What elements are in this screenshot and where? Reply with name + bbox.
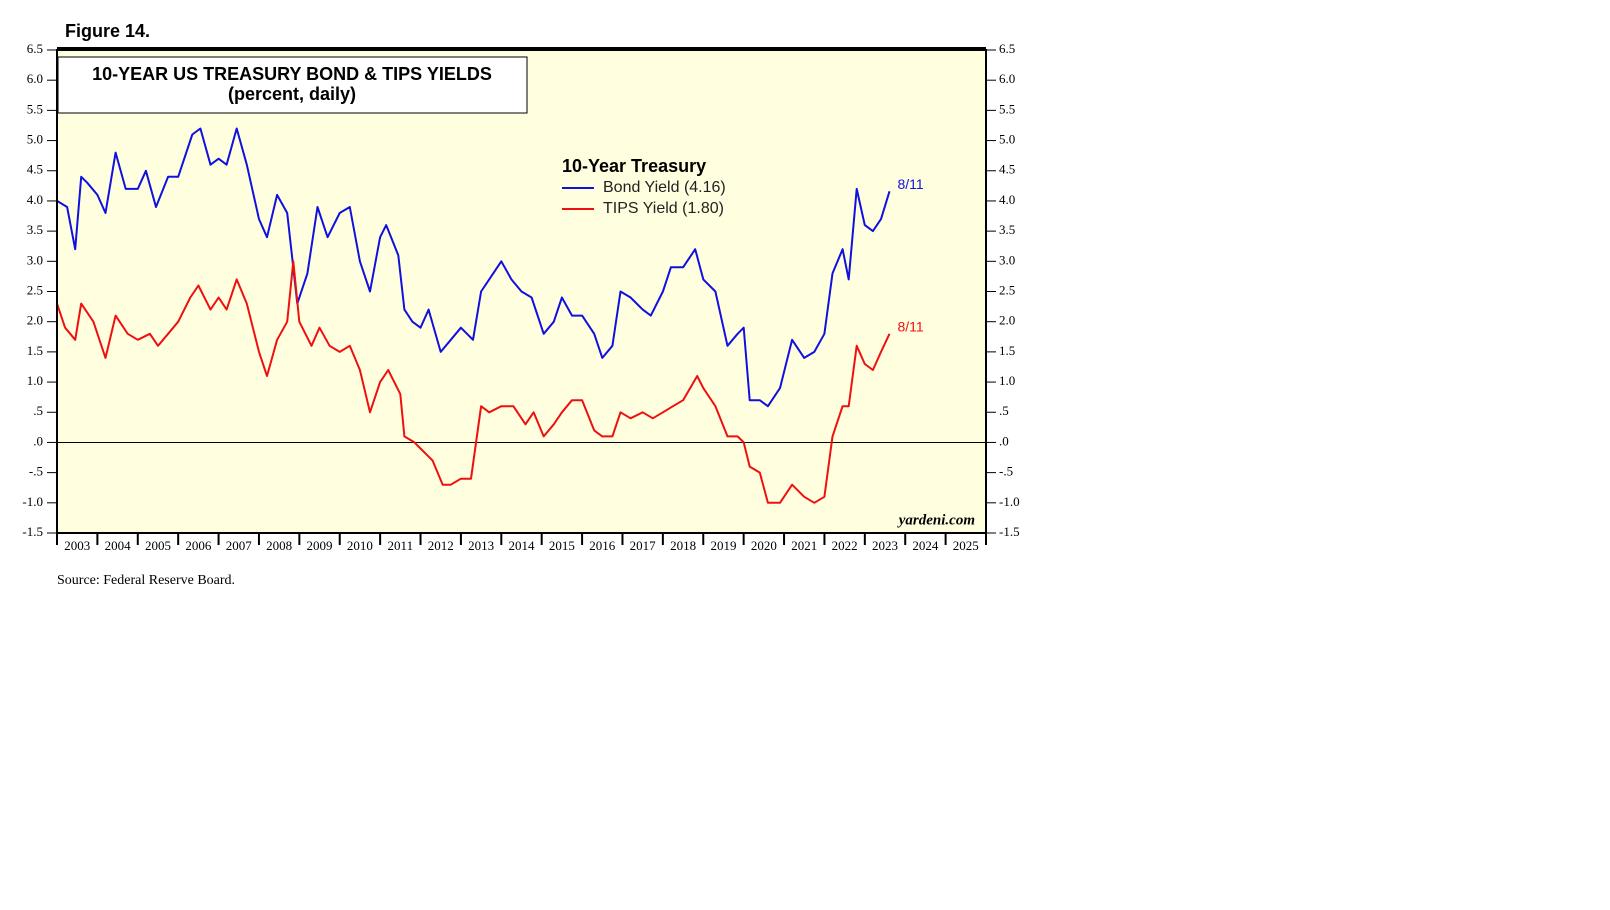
x-tick-label: 2020	[751, 538, 777, 553]
y2-tick-label: 6.5	[999, 41, 1015, 56]
legend-label: TIPS Yield (1.80)	[603, 200, 724, 217]
x-tick-label: 2008	[266, 538, 292, 553]
y-tick-label: 2.0	[27, 313, 43, 328]
x-tick-label: 2011	[388, 538, 414, 553]
x-tick-label: 2025	[953, 538, 979, 553]
source: Source: Federal Reserve Board.	[57, 573, 235, 588]
legend-title: 10-Year Treasury	[562, 156, 706, 176]
y-tick-label: 1.0	[27, 373, 43, 388]
end-label: 8/11	[897, 176, 923, 192]
y2-tick-label: 2.5	[999, 282, 1015, 297]
y2-tick-label: 5.5	[999, 101, 1015, 116]
y2-tick-label: 2.0	[999, 313, 1015, 328]
y2-tick-label: 3.5	[999, 222, 1015, 237]
x-tick-label: 2018	[670, 538, 696, 553]
y-tick-label: 3.0	[27, 252, 43, 267]
x-tick-label: 2022	[832, 538, 858, 553]
y2-tick-label: -.5	[999, 464, 1013, 479]
x-tick-label: 2005	[145, 538, 171, 553]
x-tick-label: 2024	[912, 538, 939, 553]
watermark: yardeni.com	[897, 512, 975, 528]
y-tick-label: 4.0	[27, 192, 43, 207]
y2-tick-label: 4.0	[999, 192, 1015, 207]
chart-subtitle: (percent, daily)	[228, 84, 356, 104]
y2-tick-label: -1.5	[999, 524, 1020, 539]
y-tick-label: 1.5	[27, 343, 43, 358]
x-tick-label: 2023	[872, 538, 898, 553]
y-tick-label: 6.0	[27, 71, 43, 86]
y2-tick-label: 1.0	[999, 373, 1015, 388]
y-tick-label: -1.5	[22, 524, 43, 539]
x-tick-label: 2009	[307, 538, 333, 553]
chart-title: 10-YEAR US TREASURY BOND & TIPS YIELDS	[92, 64, 492, 84]
x-tick-label: 2012	[428, 538, 454, 553]
y-tick-label: 2.5	[27, 282, 43, 297]
x-tick-label: 2014	[509, 538, 536, 553]
y2-tick-label: -1.0	[999, 494, 1020, 509]
x-tick-label: 2004	[105, 538, 132, 553]
x-tick-label: 2021	[791, 538, 817, 553]
y-tick-label: 3.5	[27, 222, 43, 237]
y-tick-label: 6.5	[27, 41, 43, 56]
y-tick-label: .5	[33, 403, 43, 418]
x-tick-label: 2017	[630, 538, 657, 553]
x-tick-label: 2013	[468, 538, 494, 553]
x-tick-label: 2019	[710, 538, 736, 553]
x-tick-label: 2007	[226, 538, 253, 553]
title-box	[57, 56, 528, 114]
y2-tick-label: 5.0	[999, 132, 1015, 147]
legend-label: Bond Yield (4.16)	[603, 179, 726, 196]
x-tick-label: 2016	[589, 538, 616, 553]
series-line	[56, 260, 891, 504]
end-label: 8/11	[897, 318, 923, 334]
figure-label: Figure 14.	[65, 21, 150, 41]
x-tick-label: 2006	[185, 538, 212, 553]
y-tick-label: 4.5	[27, 162, 43, 177]
y2-tick-label: 4.5	[999, 162, 1015, 177]
y2-tick-label: 3.0	[999, 252, 1015, 267]
x-tick-label: 2015	[549, 538, 575, 553]
series-line	[56, 127, 891, 408]
y-tick-label: -.5	[29, 464, 43, 479]
y-tick-label: -1.0	[22, 494, 43, 509]
y2-tick-label: 1.5	[999, 343, 1015, 358]
x-tick-label: 2010	[347, 538, 373, 553]
y-tick-label: 5.0	[27, 132, 43, 147]
y2-tick-label: .0	[999, 433, 1009, 448]
y-tick-label: .0	[33, 433, 43, 448]
x-tick-label: 2003	[64, 538, 90, 553]
marks	[56, 127, 986, 504]
y2-tick-label: 6.0	[999, 71, 1015, 86]
y2-tick-label: .5	[999, 403, 1009, 418]
y-tick-label: 5.5	[27, 101, 43, 116]
